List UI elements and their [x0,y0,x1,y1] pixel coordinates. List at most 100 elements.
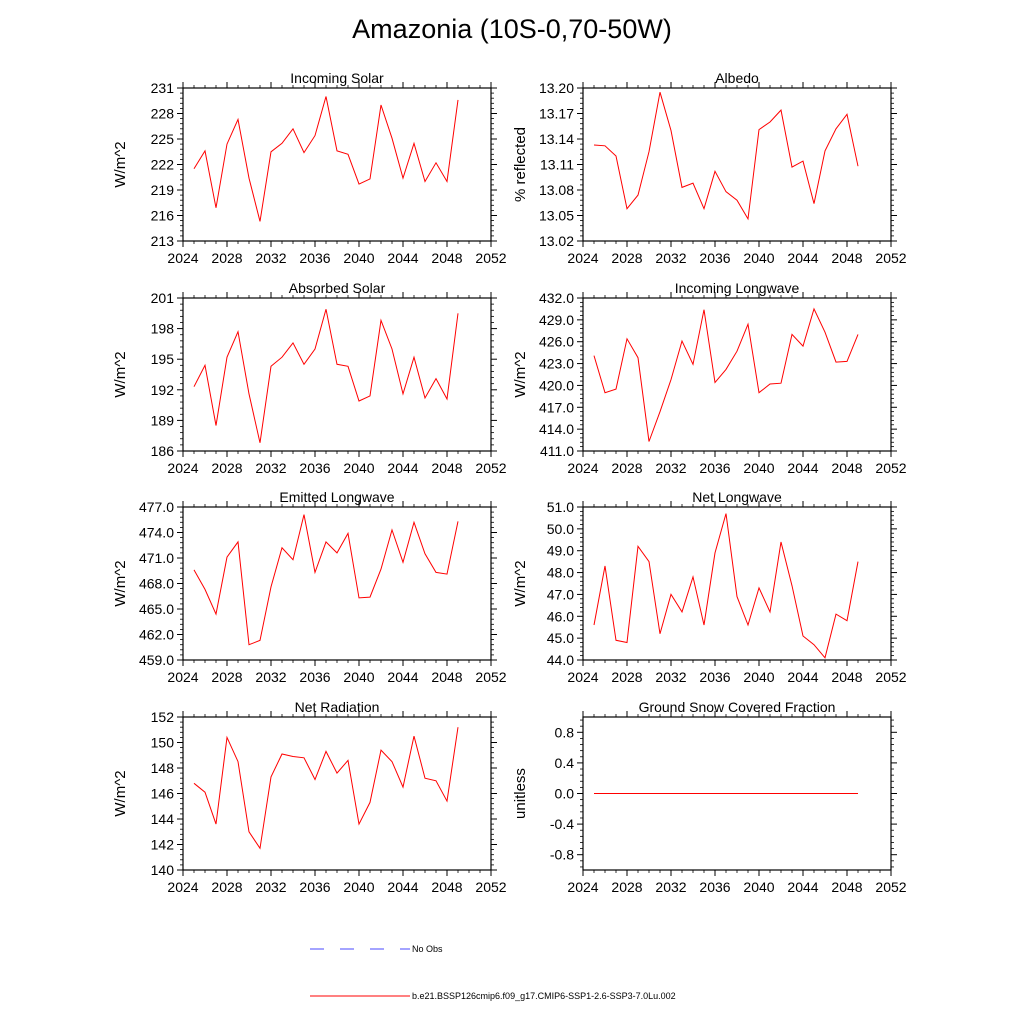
ground-snow-covered-fraction-xtick-label: 2040 [743,879,774,895]
net-radiation-xtick-label: 2052 [475,879,506,895]
incoming-longwave-xtick-label: 2024 [567,460,598,476]
ground-snow-covered-fraction-ytick-label: 0.4 [555,755,575,771]
ground-snow-covered-fraction-xtick-label: 2036 [699,879,730,895]
chart-net-longwave: Net Longwave W/m^2 44.0 45.0 46.0 47.0 48.0 49.… [512,489,907,685]
incoming-solar-ytick-label: 222 [151,157,175,173]
net-longwave-ytick-label: 51.0 [547,499,574,515]
absorbed-solar-ytick-label: 189 [151,412,175,428]
absorbed-solar-ytick-label: 201 [151,290,175,306]
chart-emitted-longwave: Emitted Longwave W/m^2 459.0 462.0 465.0 468.… [112,489,507,685]
albedo-series-line [593,92,859,221]
albedo-plot-frame [582,87,892,242]
net-longwave-xtick-label: 2024 [567,669,598,685]
ground-snow-covered-fraction-xtick-label: 2048 [831,879,862,895]
chart-incoming-longwave: Incoming Longwave W/m^2 411.0 414.0 417.0 420… [512,280,907,476]
net-longwave-xtick-label: 2052 [875,669,906,685]
net-longwave-xtick-label: 2032 [655,669,686,685]
incoming-longwave-ytick-label: 432.0 [539,290,574,306]
absorbed-solar-series-line [193,309,459,443]
net-radiation-xtick-label: 2044 [387,879,418,895]
incoming-longwave-ytick-label: 417.0 [539,399,574,415]
incoming-longwave-xtick-label: 2044 [787,460,818,476]
net-longwave-xtick-label: 2048 [831,669,862,685]
emitted-longwave-title: Emitted Longwave [279,489,394,505]
legend-obs-swatch [310,948,410,950]
albedo-xtick-label: 2052 [875,250,906,266]
albedo-ytick-label: 13.14 [539,131,574,147]
incoming-longwave-title: Incoming Longwave [675,280,800,296]
incoming-longwave-xtick-label: 2032 [655,460,686,476]
absorbed-solar-xtick-label: 2040 [343,460,374,476]
net-radiation-ytick-label: 144 [151,811,175,827]
emitted-longwave-xtick-label: 2024 [167,669,198,685]
incoming-solar-xtick-label: 2040 [343,250,374,266]
incoming-longwave-ytick-label: 420.0 [539,377,574,393]
emitted-longwave-ytick-label: 468.0 [139,576,174,592]
net-radiation-ytick-label: 140 [151,862,175,878]
net-radiation-ytick-label: 148 [151,760,175,776]
albedo-ylabel: % reflected [512,127,529,202]
net-longwave-xtick-label: 2040 [743,669,774,685]
absorbed-solar-ytick-label: 198 [151,321,175,337]
absorbed-solar-plot-frame [182,297,492,452]
net-longwave-title: Net Longwave [692,489,782,505]
albedo-title: Albedo [715,70,759,86]
incoming-longwave-plot-frame [582,297,892,452]
incoming-solar-ytick-label: 213 [151,233,175,249]
incoming-longwave-xtick-label: 2040 [743,460,774,476]
incoming-longwave-ytick-label: 414.0 [539,421,574,437]
albedo-ytick-label: 13.02 [539,233,574,249]
incoming-solar-ytick-label: 225 [151,131,175,147]
emitted-longwave-ytick-label: 459.0 [139,652,174,668]
net-radiation-xtick-label: 2036 [299,879,330,895]
incoming-longwave-ytick-label: 411.0 [540,443,574,459]
absorbed-solar-ytick-label: 195 [151,351,175,367]
absorbed-solar-ytick-label: 192 [151,382,175,398]
incoming-solar-xtick-label: 2028 [211,250,242,266]
net-longwave-xtick-label: 2028 [611,669,642,685]
net-longwave-ytick-label: 45.0 [547,630,574,646]
emitted-longwave-xtick-label: 2044 [387,669,418,685]
albedo-xtick-label: 2032 [655,250,686,266]
ground-snow-covered-fraction-ytick-label: 0.0 [555,786,575,802]
emitted-longwave-ytick-label: 465.0 [139,601,174,617]
incoming-solar-series-line [193,96,459,222]
net-radiation-title: Net Radiation [295,699,380,715]
incoming-longwave-xtick-label: 2028 [611,460,642,476]
net-radiation-ytick-label: 152 [151,709,175,725]
net-radiation-ytick-label: 150 [151,735,175,751]
net-longwave-ytick-label: 50.0 [547,521,574,537]
incoming-solar-ytick-label: 228 [151,106,175,122]
emitted-longwave-xtick-label: 2036 [299,669,330,685]
net-longwave-ytick-label: 44.0 [547,652,574,668]
incoming-longwave-ytick-label: 423.0 [539,356,574,372]
ground-snow-covered-fraction-xtick-label: 2028 [611,879,642,895]
emitted-longwave-ytick-label: 471.0 [139,550,174,566]
incoming-longwave-ytick-label: 429.0 [539,312,574,328]
net-longwave-ytick-label: 46.0 [547,608,574,624]
emitted-longwave-xtick-label: 2048 [431,669,462,685]
incoming-solar-plot-frame [182,87,492,242]
ground-snow-covered-fraction-ylabel: unitless [512,768,529,819]
chart-incoming-solar: Incoming Solar W/m^2 213 216 219 222 225 228 231… [112,70,507,266]
incoming-solar-title: Incoming Solar [290,70,384,86]
albedo-xtick-label: 2044 [787,250,818,266]
ground-snow-covered-fraction-ytick-label: 0.8 [555,724,575,740]
ground-snow-covered-fraction-xtick-label: 2044 [787,879,818,895]
net-longwave-ytick-label: 48.0 [547,565,574,581]
ground-snow-covered-fraction-ytick-label: -0.4 [550,816,574,832]
emitted-longwave-ytick-label: 477.0 [139,499,174,515]
incoming-longwave-series-line [593,307,859,442]
incoming-solar-xtick-label: 2036 [299,250,330,266]
emitted-longwave-xtick-label: 2032 [255,669,286,685]
absorbed-solar-xtick-label: 2028 [211,460,242,476]
albedo-ytick-label: 13.08 [539,182,574,198]
net-longwave-ytick-label: 49.0 [547,543,574,559]
ground-snow-covered-fraction-ytick-label: -0.8 [550,847,574,863]
incoming-solar-xtick-label: 2024 [167,250,198,266]
incoming-longwave-xtick-label: 2036 [699,460,730,476]
net-longwave-plot-frame [582,506,892,661]
albedo-xtick-label: 2024 [567,250,598,266]
net-radiation-ytick-label: 146 [151,786,175,802]
